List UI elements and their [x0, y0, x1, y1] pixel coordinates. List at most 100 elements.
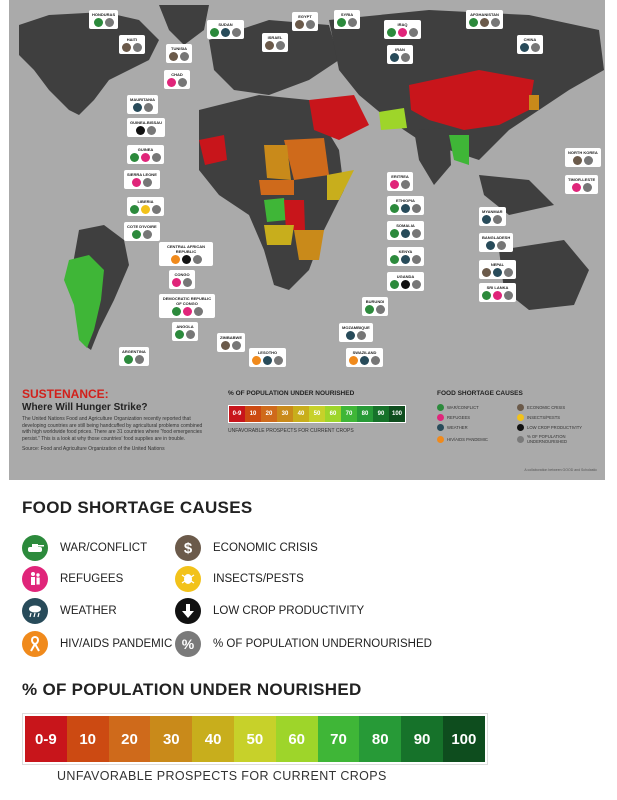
percent-icon	[274, 356, 283, 365]
scale-bin-30: 30	[150, 716, 193, 762]
country-callout: KENYA	[387, 247, 424, 266]
country-callout: MAURITANIA	[127, 95, 159, 114]
percent-icon	[412, 280, 421, 289]
tank-icon	[437, 404, 444, 411]
dollar-icon	[295, 20, 304, 29]
percent-icon	[232, 28, 241, 37]
rain-cloud-icon	[437, 424, 444, 431]
dollar-icon	[169, 52, 178, 61]
mini-cause-item: WEATHER	[437, 424, 517, 431]
percent-icon	[401, 180, 410, 189]
country-callout: HAITI	[119, 35, 145, 54]
refugee-icon	[167, 78, 176, 87]
credit-line: A collaboration between GOOD and Scholas…	[524, 468, 597, 472]
country-callout: GUINEA	[127, 145, 164, 164]
country-callout: TUNISIA	[166, 44, 192, 63]
tank-icon	[171, 307, 181, 316]
cause-weather: WEATHER	[22, 598, 117, 624]
region-argentina	[64, 255, 104, 348]
percent-icon	[104, 18, 114, 27]
country-name: AFGHANISTAN	[470, 12, 499, 17]
percent-icon	[376, 305, 385, 314]
country-name: MAURITANIA	[130, 97, 156, 102]
country-name: ISRAEL	[267, 35, 283, 40]
rain-cloud-icon	[493, 268, 502, 277]
tank-icon	[390, 255, 399, 264]
cause-war-conflict: WAR/CONFLICT	[22, 535, 147, 561]
rain-cloud-icon	[132, 103, 142, 112]
scale-bin-70: 70	[317, 716, 360, 762]
country-name: CONGO	[174, 272, 190, 277]
tank-icon	[390, 229, 399, 238]
region-china	[409, 70, 534, 130]
percent-icon	[493, 215, 503, 224]
mini-cause-label: REFUGEES	[447, 415, 471, 420]
country-name: NORTH KOREA	[568, 150, 598, 155]
country-callout: TIMOR-LESTE	[565, 175, 599, 194]
ribbon-icon	[252, 356, 261, 365]
scale-bin-20: 20	[261, 406, 277, 422]
refugee-icon	[131, 178, 141, 187]
country-callout: LIBERIA	[127, 197, 164, 216]
tank-icon	[387, 28, 396, 37]
country-callout: SWAZILAND	[346, 348, 383, 367]
country-callout: ARGENTINA	[119, 347, 149, 366]
country-callout: DEMOCRATIC REPUBLIC OF CONGO	[159, 294, 215, 318]
mini-cause-label: HIV/AIDS PANDEMIC	[447, 436, 488, 442]
tank-icon	[482, 291, 491, 300]
region-india	[414, 128, 451, 185]
refugee-icon	[22, 566, 48, 592]
dollar-icon	[480, 18, 489, 27]
tank-icon	[337, 18, 346, 27]
country-callout: SUDAN	[207, 20, 244, 39]
scale-bin-40: 40	[293, 406, 309, 422]
country-name: SRI LANKA	[486, 285, 509, 290]
country-name: BURUNDI	[365, 299, 385, 304]
rain-cloud-icon	[482, 215, 492, 224]
dollar-icon: $	[175, 535, 201, 561]
mini-legend-title: % OF POPULATION UNDER NOURISHED	[228, 390, 355, 397]
percent-icon	[152, 205, 161, 214]
percent-icon	[356, 331, 366, 340]
country-name: GUINEA-BISSAU	[130, 120, 163, 125]
country-name: KENYA	[398, 249, 413, 254]
percent-icon	[517, 435, 524, 443]
dollar-icon	[517, 404, 524, 411]
percent-icon	[504, 268, 513, 277]
region-chad	[264, 145, 291, 180]
region-congo	[264, 198, 287, 222]
down-arrow-icon	[136, 126, 145, 135]
country-callout: MOZAMBIQUE	[339, 323, 373, 342]
country-callout: SYRIA	[334, 10, 360, 29]
tank-icon	[130, 205, 139, 214]
locust-icon	[141, 205, 150, 214]
dollar-icon	[572, 156, 582, 165]
world-map: HONDURAS HAITI TUNISIA SUDAN EGYPT CHAD …	[9, 0, 605, 480]
landmass-australia	[499, 240, 589, 310]
mini-legend-note: UNFAVORABLE PROSPECTS FOR CURRENT CROPS	[228, 428, 354, 434]
cause-refugees: REFUGEES	[22, 566, 123, 592]
country-name: HAITI	[126, 37, 138, 42]
country-name: TIMOR-LESTE	[568, 177, 596, 182]
country-name: CHINA	[523, 37, 537, 42]
country-name: COTE D'IVOIRE	[127, 224, 157, 229]
country-callout: EGYPT	[292, 12, 318, 31]
refugee-icon	[172, 278, 181, 287]
country-callout: ETHIOPIA	[387, 196, 424, 215]
percent-icon	[192, 255, 202, 264]
scale-bin-0-9: 0-9	[229, 406, 245, 422]
tank-icon	[22, 535, 48, 561]
refugee-icon	[437, 414, 444, 421]
down-arrow-icon	[517, 424, 524, 431]
tank-icon	[130, 153, 139, 162]
color-scale-bar: 0-9 10 20 30 40 50 60 70 80 90 100	[23, 714, 487, 764]
country-name: SWAZILAND	[352, 350, 377, 355]
percent-icon	[412, 204, 421, 213]
percent-icon	[412, 229, 421, 238]
country-callout: ERITREA	[387, 172, 413, 191]
percent-icon	[134, 355, 144, 364]
country-callout: ZIMBABWE	[217, 333, 245, 352]
country-callout: BANGLADESH	[479, 233, 514, 252]
down-arrow-icon	[181, 255, 191, 264]
percent-icon	[491, 18, 500, 27]
